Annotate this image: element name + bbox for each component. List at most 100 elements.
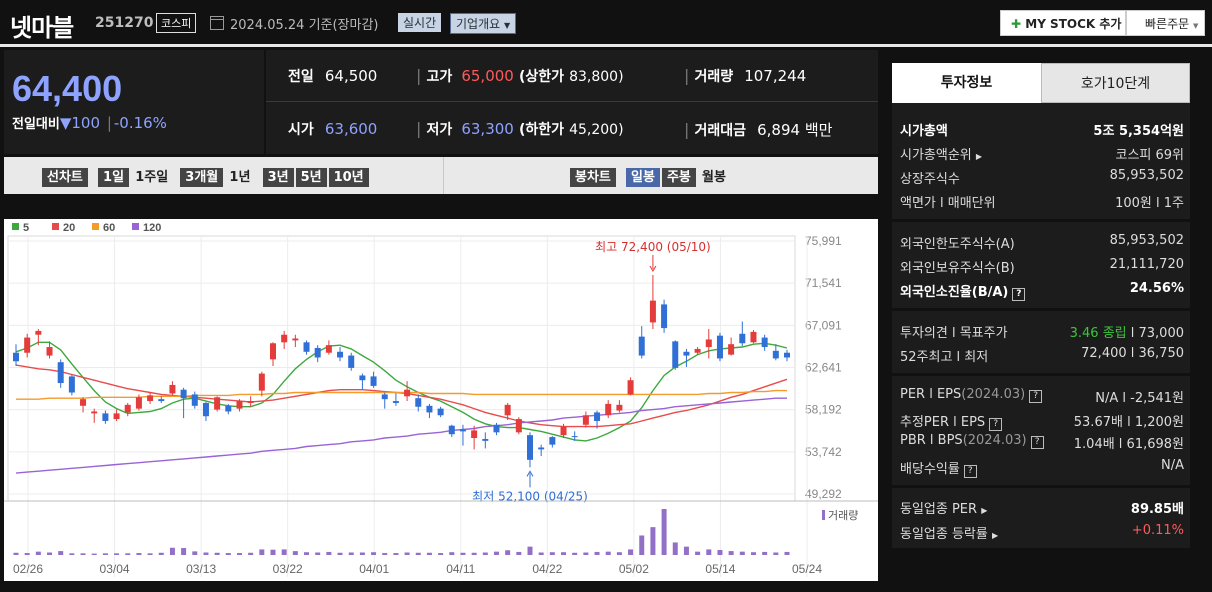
- x-tick-label: 04/22: [532, 562, 562, 576]
- volume-bar: [304, 552, 310, 555]
- candle: [594, 412, 601, 421]
- quick-order-button[interactable]: 빠른주문 ▼: [1126, 10, 1205, 36]
- volume-bar: [728, 551, 734, 555]
- legend-swatch: [12, 223, 19, 230]
- help-icon[interactable]: ?: [989, 418, 1003, 431]
- volume: | 거래량 107,244: [684, 66, 807, 85]
- volume-bar: [538, 552, 544, 555]
- tab-1d[interactable]: 1일: [98, 168, 130, 187]
- candle: [549, 437, 556, 445]
- quick-order-label: 빠른주문: [1145, 17, 1190, 31]
- tab-monthly[interactable]: 월봉: [702, 170, 726, 185]
- candle: [761, 337, 768, 348]
- candle: [705, 339, 712, 348]
- tab-1y[interactable]: 1년: [229, 170, 251, 185]
- candle: [270, 343, 276, 360]
- current-price: 64,400: [12, 68, 123, 109]
- volume-bar: [549, 552, 555, 555]
- chevron-down-icon: ▼: [504, 21, 511, 30]
- day-low: | 저가 63,300 (하한가 45,200): [416, 119, 624, 138]
- tab-3m[interactable]: 3개월: [180, 168, 224, 187]
- tab-daily[interactable]: 일봉: [626, 168, 660, 187]
- x-tick-label: 04/01: [359, 562, 389, 576]
- volume-bar: [58, 551, 64, 555]
- volume-bar: [706, 549, 712, 555]
- y-tick-label: 53,742: [805, 445, 842, 459]
- high-arrow-head: [649, 265, 657, 273]
- candle: [571, 436, 578, 438]
- candle: [35, 330, 42, 335]
- candle: [359, 375, 366, 381]
- volume-bar: [661, 509, 667, 555]
- y-tick-label: 62,641: [805, 361, 842, 375]
- candle: [448, 425, 455, 435]
- stock-code: 251270: [95, 15, 154, 31]
- help-icon[interactable]: ?: [1012, 288, 1026, 301]
- help-icon[interactable]: ?: [1030, 436, 1044, 449]
- info-row-mcap-rank[interactable]: 시가총액순위 ▶ 코스피 69위: [900, 148, 1184, 163]
- info-row-52w: 52주최고 l 최저 72,400 l 36,750: [900, 346, 1184, 365]
- ma-line-ma60: [16, 389, 787, 400]
- tab-5y[interactable]: 5년: [295, 168, 327, 187]
- candle: [392, 401, 399, 403]
- candle: [784, 352, 790, 358]
- x-tick-label: 05/24: [792, 562, 822, 576]
- y-tick-label: 75,991: [805, 234, 842, 248]
- volume-bar: [158, 552, 164, 555]
- tab-invest-info[interactable]: 투자정보: [892, 63, 1041, 103]
- volume-bar: [784, 551, 790, 555]
- volume-bar: [203, 552, 209, 555]
- day-high: | 고가 65,000 (상한가 83,800): [416, 66, 624, 85]
- volume-bar: [594, 551, 600, 555]
- company-info-label: 기업개요: [456, 17, 501, 31]
- volume-legend-swatch: [822, 510, 825, 520]
- candlestick-chart[interactable]: 75,991 71,541 67,091 62,641 58,192 53,742 49,2…: [4, 219, 878, 581]
- tab-line-chart[interactable]: 선차트: [42, 168, 88, 187]
- tab-orderbook[interactable]: 호가10단계: [1041, 63, 1190, 103]
- volume-bar: [147, 553, 153, 555]
- info-row-sector-change[interactable]: 동일업종 등락률 ▶ +0.11%: [900, 523, 1184, 542]
- help-icon[interactable]: ?: [1029, 390, 1043, 403]
- stock-name: 넷마블: [10, 14, 74, 42]
- volume-bar: [337, 552, 343, 555]
- tab-1w[interactable]: 1주일: [135, 170, 169, 185]
- high-annotation: 최고 72,400 (05/10): [595, 240, 711, 254]
- info-row-mcap: 시가총액 5조 5,354억원: [900, 124, 1184, 139]
- tab-candle-chart[interactable]: 봉차트: [570, 168, 616, 187]
- realtime-button[interactable]: 실시간: [398, 13, 442, 32]
- chart-area[interactable]: 75,991 71,541 67,091 62,641 58,192 53,742 49,2…: [4, 219, 878, 581]
- chevron-down-icon: ▼: [1193, 22, 1199, 30]
- tab-weekly[interactable]: 주봉: [661, 168, 696, 187]
- volume-bar: [672, 542, 678, 555]
- volume-bar: [114, 553, 120, 555]
- volume-bar: [236, 553, 242, 555]
- candle: [102, 413, 109, 421]
- candle: [728, 344, 735, 355]
- y-tick-label: 67,091: [805, 318, 842, 332]
- candle: [13, 352, 19, 362]
- info-row-par: 액면가 l 매매단위 100원 l 1주: [900, 196, 1184, 211]
- candle: [381, 394, 388, 400]
- x-tick-label: 03/04: [100, 562, 130, 576]
- ma-line-ma20: [15, 364, 788, 428]
- x-tick-label: 02/26: [13, 562, 43, 576]
- candle: [191, 394, 198, 406]
- period-tabs: 선차트 1일 1주일 3개월 1년 3년 5년 10년: [42, 166, 369, 187]
- candle: [46, 347, 53, 356]
- candle: [683, 351, 690, 356]
- candle: [560, 426, 567, 436]
- tab-10y[interactable]: 10년: [328, 168, 369, 187]
- change-label: 전일대비: [12, 117, 60, 132]
- candle: [750, 331, 757, 343]
- volume-bar: [24, 553, 30, 555]
- info-row-sector-per[interactable]: 동일업종 PER ▶ 89.85배: [900, 502, 1184, 517]
- candle: [661, 304, 668, 329]
- y-tick-label: 58,192: [805, 403, 842, 417]
- tab-3y[interactable]: 3년: [262, 168, 294, 187]
- help-icon[interactable]: ?: [963, 465, 977, 478]
- company-info-button[interactable]: 기업개요 ▼: [450, 13, 517, 34]
- prev-close: 전일 64,500: [288, 67, 378, 85]
- volume-bar: [605, 551, 611, 555]
- candle-tabs: 봉차트 일봉 주봉 월봉: [570, 166, 726, 187]
- my-stock-add-button[interactable]: ✚ MY STOCK 추가: [1000, 10, 1126, 36]
